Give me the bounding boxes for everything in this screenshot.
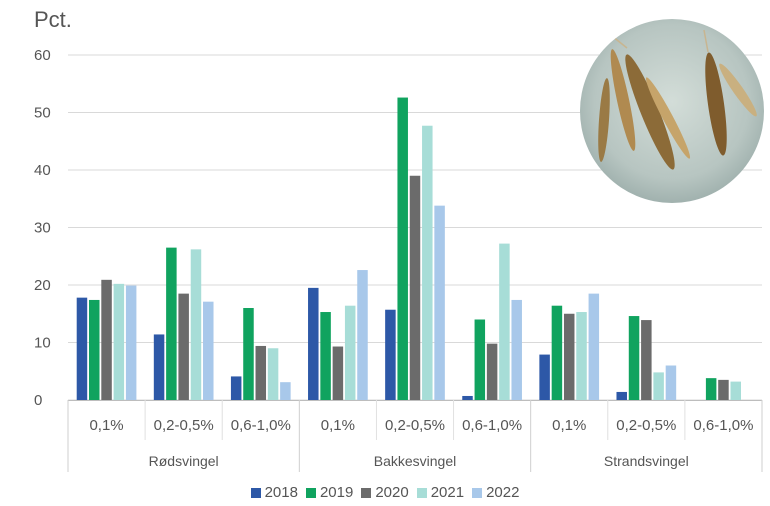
bar-bakkesvingel-0-2019 [320, 312, 331, 400]
bar-bakkesvingel-2-2022 [511, 299, 522, 400]
bar-chart: 0 10 20 30 40 50 60 Pct. 0,1% 0,2-0,5% 0,6-1,0% R… [34, 7, 764, 472]
legend-label: 2018 [264, 484, 298, 501]
bar-strandsvingel-2-2021 [730, 381, 741, 400]
y-tick-label: 10 [34, 335, 51, 352]
bar-strandsvingel-1-2018 [616, 391, 627, 400]
bar-rødsvingel-0-2018 [76, 297, 88, 400]
bar-strandsvingel-2-2020 [718, 379, 729, 400]
legend-item-2020: 2020 [361, 484, 409, 501]
legend-item-2021: 2021 [416, 484, 465, 501]
legend-swatch [305, 487, 316, 498]
legend-swatch [416, 487, 427, 498]
legend-label: 2021 [430, 484, 465, 501]
x-tick-label: 0,2-0,5% [154, 417, 214, 434]
x-tick-label: 0,6-1,0% [693, 417, 753, 434]
legend-label: 2019 [319, 484, 354, 501]
legend-swatch [361, 487, 372, 498]
bar-strandsvingel-0-2022 [588, 293, 600, 400]
bars [76, 97, 741, 401]
y-tick-label: 0 [34, 392, 42, 409]
bar-strandsvingel-0-2020 [563, 313, 575, 400]
bar-bakkesvingel-0-2020 [332, 346, 344, 400]
y-tick-label: 60 [34, 47, 51, 64]
group-label: Rødsvingel [149, 453, 219, 469]
group-label: Bakkesvingel [374, 453, 457, 469]
bar-rødsvingel-0-2020 [101, 279, 112, 400]
bar-bakkesvingel-1-2020 [409, 175, 421, 400]
bar-bakkesvingel-2-2020 [486, 343, 498, 400]
legend: 2018 2019 2020 2021 2022 [0, 484, 770, 501]
bar-bakkesvingel-2-2018 [462, 395, 473, 400]
bar-rødsvingel-2-2019 [243, 308, 254, 400]
x-tick-label: 0,1% [321, 417, 355, 434]
bar-strandsvingel-2-2019 [705, 378, 717, 400]
bar-strandsvingel-1-2021 [653, 372, 664, 400]
y-tick-label: 30 [34, 220, 51, 237]
legend-swatch [472, 487, 483, 498]
x-tick-label: 0,6-1,0% [462, 417, 522, 434]
bar-bakkesvingel-2-2021 [499, 243, 510, 400]
legend-label: 2020 [375, 484, 409, 501]
y-tick-label: 50 [34, 105, 51, 122]
x-tick-label: 0,2-0,5% [616, 417, 676, 434]
y-tick-label: 20 [34, 277, 51, 294]
bar-rødsvingel-1-2018 [153, 334, 165, 400]
seed-photo [580, 19, 764, 203]
x-tick-label: 0,6-1,0% [231, 417, 291, 434]
bar-rødsvingel-2-2021 [267, 348, 279, 400]
bar-strandsvingel-1-2020 [641, 320, 652, 400]
x-tick-label: 0,1% [89, 417, 123, 434]
legend-item-2018: 2018 [250, 484, 298, 501]
bar-strandsvingel-1-2019 [628, 316, 640, 400]
y-axis-label: Pct. [34, 7, 72, 32]
bar-strandsvingel-0-2021 [576, 312, 587, 400]
bar-bakkesvingel-1-2018 [385, 309, 396, 400]
bar-bakkesvingel-1-2019 [397, 97, 408, 401]
bar-rødsvingel-1-2021 [190, 249, 202, 400]
bar-rødsvingel-0-2022 [125, 285, 137, 400]
group-label: Strandsvingel [604, 453, 689, 469]
bar-rødsvingel-0-2021 [113, 283, 125, 400]
bar-rødsvingel-1-2020 [178, 293, 189, 400]
bar-strandsvingel-1-2022 [665, 365, 677, 400]
bar-bakkesvingel-0-2021 [344, 305, 356, 400]
y-tick-label: 40 [34, 162, 51, 179]
bar-bakkesvingel-2-2019 [474, 319, 486, 400]
bar-rødsvingel-1-2022 [203, 301, 214, 400]
bar-strandsvingel-0-2018 [539, 354, 550, 400]
bar-bakkesvingel-0-2022 [357, 270, 368, 400]
legend-item-2019: 2019 [305, 484, 354, 501]
bar-bakkesvingel-0-2018 [308, 287, 319, 400]
legend-label: 2022 [486, 484, 520, 501]
bar-rødsvingel-2-2020 [255, 345, 267, 400]
bar-rødsvingel-1-2019 [166, 247, 177, 400]
x-axis: 0,1% 0,2-0,5% 0,6-1,0% Rødsvingel 0,1% 0,2-0,… [67, 400, 763, 472]
bar-rødsvingel-2-2022 [280, 382, 291, 400]
legend-swatch [250, 487, 261, 498]
x-tick-label: 0,1% [552, 417, 586, 434]
x-tick-label: 0,2-0,5% [385, 417, 445, 434]
bar-bakkesvingel-1-2021 [422, 125, 433, 400]
bar-rødsvingel-2-2018 [230, 376, 242, 400]
bar-bakkesvingel-1-2022 [434, 205, 445, 400]
bar-rødsvingel-0-2019 [89, 299, 100, 400]
y-tick-labels: 0 10 20 30 40 50 60 [34, 47, 51, 409]
legend-item-2022: 2022 [472, 484, 519, 501]
bar-strandsvingel-0-2019 [551, 305, 563, 400]
